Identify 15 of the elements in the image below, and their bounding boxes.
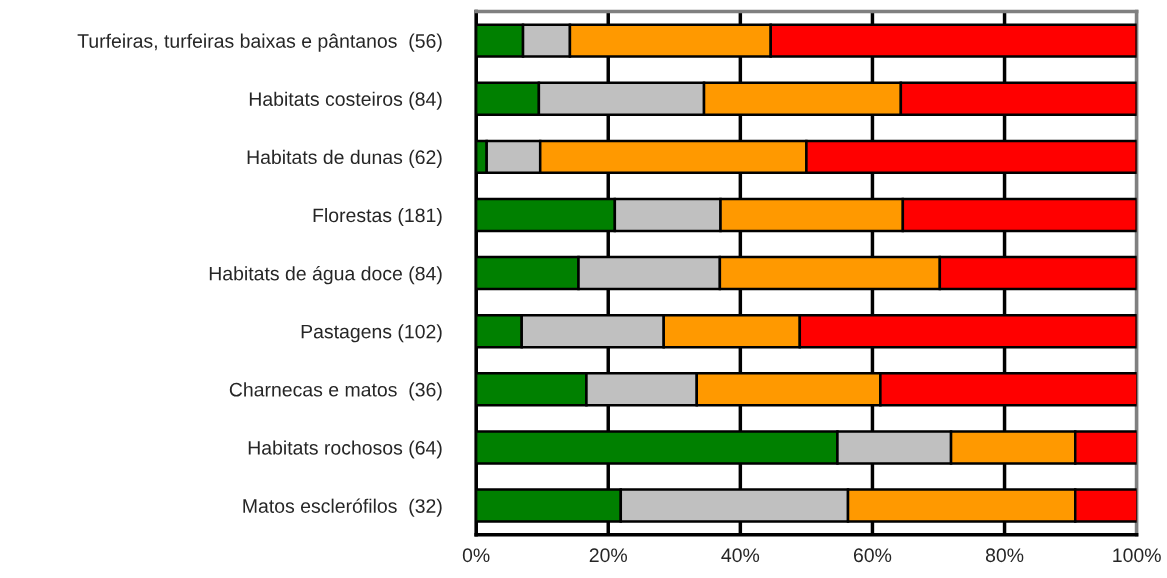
y-tick-label: Habitats costeiros (84) <box>249 91 442 110</box>
x-tick-label: 80% <box>985 548 1024 563</box>
y-tick-label: Habitats de água doce (84) <box>209 265 442 285</box>
y-tick-label: Habitats de dunas (62) <box>247 149 442 168</box>
y-tick-label: Matos escleróﬁlos (32) <box>243 498 442 517</box>
x-tick-label: 100% <box>1113 548 1161 563</box>
y-tick-label: Florestas (181) <box>313 207 442 227</box>
x-tick-label: 20% <box>589 548 628 563</box>
y-tick-label: Pastagens (102) <box>301 324 442 343</box>
y-tick-label: Turfeiras, turfeiras baixas e pântanos (56) <box>77 33 442 52</box>
x-tick-label: 60% <box>853 548 892 563</box>
y-tick-label: Charnecas e matos (36) <box>229 382 442 401</box>
x-tick-label: 0% <box>462 548 490 563</box>
x-tick-label: 40% <box>721 548 760 563</box>
y-tick-label: Habitats rochosos (64) <box>248 440 442 459</box>
